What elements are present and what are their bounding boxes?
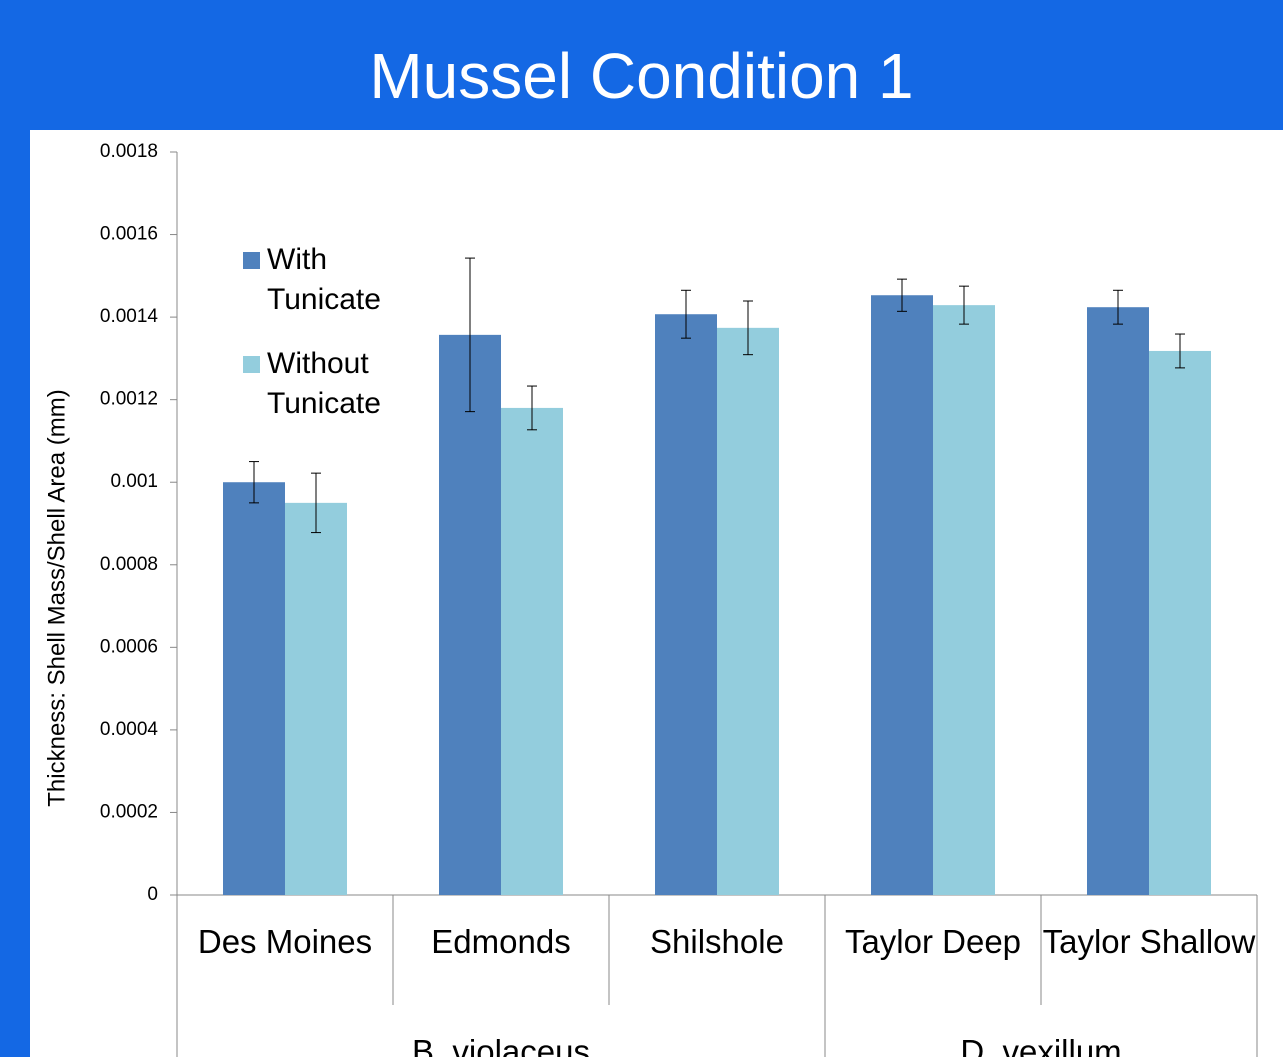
bar [717,327,779,895]
bar [655,314,717,895]
bar [1149,350,1211,896]
x-tick-label: Des Moines [197,923,373,960]
y-tick-label: 0.0016 [100,224,158,245]
legend-swatch [243,356,260,373]
legend-swatch [243,252,260,269]
y-tick-label: 0.0004 [100,719,159,740]
y-tick-label: 0.0014 [100,306,159,327]
bar [285,502,347,895]
group-label: D. vexillum [960,1033,1122,1057]
x-tick-label: Taylor Shallow [1042,923,1256,960]
y-tick-label: 0.0006 [100,636,158,657]
x-tick-label: Taylor Deep [844,923,1022,960]
group-label: B. violaceus [412,1033,590,1057]
legend-label: Without Tunicate [267,347,381,420]
bar [223,482,285,895]
bar [871,295,933,895]
bar [439,334,501,895]
chart-title: Mussel Condition 1 [369,40,914,112]
y-tick-label: 0.0002 [100,801,158,822]
x-tick-label: Shilshole [650,923,784,960]
y-tick-label: 0.001 [110,471,158,492]
y-tick-label: 0.0008 [100,554,158,575]
y-tick-label: 0.0018 [100,141,158,162]
legend-label: With Tunicate [267,243,381,316]
x-tick-label: Edmonds [431,923,571,960]
y-tick-label: 0.0012 [100,389,158,410]
bar [1087,307,1149,895]
bar [501,407,563,895]
y-tick-label: 0 [147,884,158,905]
y-axis-label: Thickness: Shell Mass/Shell Area (mm) [43,389,70,806]
bar [933,305,995,895]
